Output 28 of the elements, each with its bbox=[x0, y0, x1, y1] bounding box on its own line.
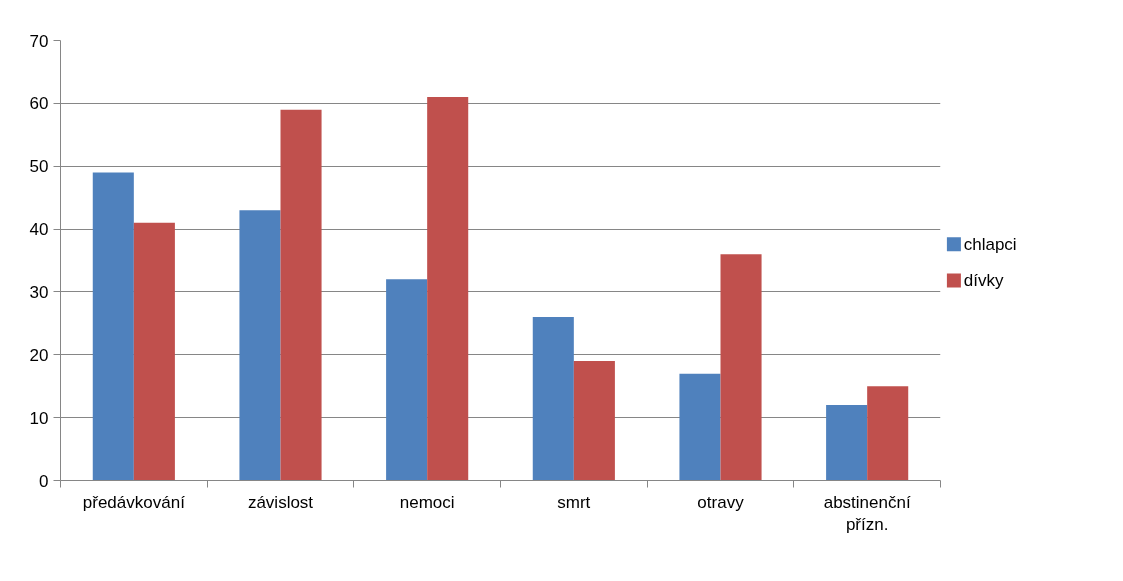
y-tick-label: 0 bbox=[39, 471, 49, 491]
x-tick-label: předávkování bbox=[82, 492, 186, 512]
bar bbox=[573, 361, 615, 481]
x-tick-label: abstinenční přízn. bbox=[823, 492, 911, 535]
bar bbox=[133, 222, 175, 481]
bar bbox=[532, 317, 574, 481]
y-tick-label: 20 bbox=[29, 345, 49, 365]
bar bbox=[92, 172, 134, 481]
y-tick-label: 50 bbox=[29, 157, 49, 177]
legend-label: chlapci bbox=[963, 234, 1017, 254]
y-tick-label: 70 bbox=[29, 31, 49, 51]
y-tick-label: 10 bbox=[29, 408, 49, 428]
bar bbox=[867, 386, 909, 481]
x-tick-label: nemoci bbox=[399, 492, 455, 512]
bar bbox=[386, 279, 428, 481]
bar bbox=[239, 210, 281, 481]
bar bbox=[280, 109, 322, 481]
bar bbox=[826, 405, 868, 481]
y-tick-label: 30 bbox=[29, 282, 49, 302]
y-tick-label: 40 bbox=[29, 220, 49, 240]
bar bbox=[720, 254, 762, 481]
y-tick-label: 60 bbox=[29, 94, 49, 114]
x-tick-label: závislost bbox=[247, 492, 314, 512]
legend-label: dívky bbox=[963, 271, 1004, 291]
x-tick-label: smrt bbox=[557, 492, 591, 512]
x-tick-label: otravy bbox=[697, 492, 745, 512]
bar bbox=[427, 97, 469, 481]
bar bbox=[679, 373, 721, 481]
